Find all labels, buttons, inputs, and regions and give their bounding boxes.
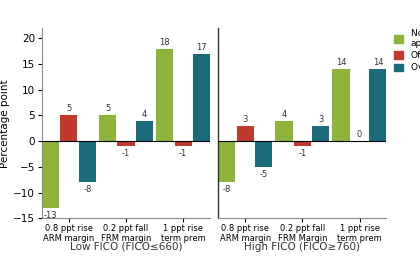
Bar	[79, 141, 96, 182]
Bar	[136, 121, 153, 141]
Text: 3: 3	[243, 115, 248, 124]
Text: -13: -13	[44, 211, 57, 220]
Text: Low FICO (FICO≤660): Low FICO (FICO≤660)	[70, 242, 182, 251]
Bar	[255, 141, 272, 167]
Text: 17: 17	[196, 43, 207, 52]
Bar	[60, 115, 77, 141]
Text: 5: 5	[66, 104, 71, 113]
Bar	[175, 141, 192, 146]
Bar	[42, 141, 59, 208]
Legend: No house price
appreciation, Offset, Overall effect: No house price appreciation, Offset, Ove…	[394, 29, 420, 73]
Bar	[218, 141, 235, 182]
Bar	[370, 69, 386, 141]
Bar	[118, 141, 134, 146]
Bar	[276, 121, 292, 141]
Text: 0: 0	[357, 130, 362, 139]
Bar	[156, 49, 173, 141]
Text: -8: -8	[83, 185, 92, 194]
Bar	[294, 141, 311, 146]
Text: -1: -1	[298, 149, 307, 158]
Text: -8: -8	[223, 185, 231, 194]
Bar	[99, 115, 116, 141]
Text: High FICO (FICO≥760): High FICO (FICO≥760)	[244, 242, 360, 251]
Text: 5: 5	[105, 104, 110, 113]
Text: 14: 14	[373, 58, 383, 67]
Text: -1: -1	[179, 149, 187, 158]
Bar	[312, 126, 329, 141]
Text: 4: 4	[142, 109, 147, 118]
Bar	[193, 54, 210, 141]
Bar	[333, 69, 349, 141]
Bar	[237, 126, 254, 141]
Text: 14: 14	[336, 58, 346, 67]
Text: 18: 18	[159, 38, 170, 46]
Text: 4: 4	[281, 109, 286, 118]
Y-axis label: Percentage point: Percentage point	[0, 79, 10, 167]
Text: -1: -1	[122, 149, 130, 158]
Text: 3: 3	[318, 115, 323, 124]
Text: -5: -5	[260, 169, 268, 179]
